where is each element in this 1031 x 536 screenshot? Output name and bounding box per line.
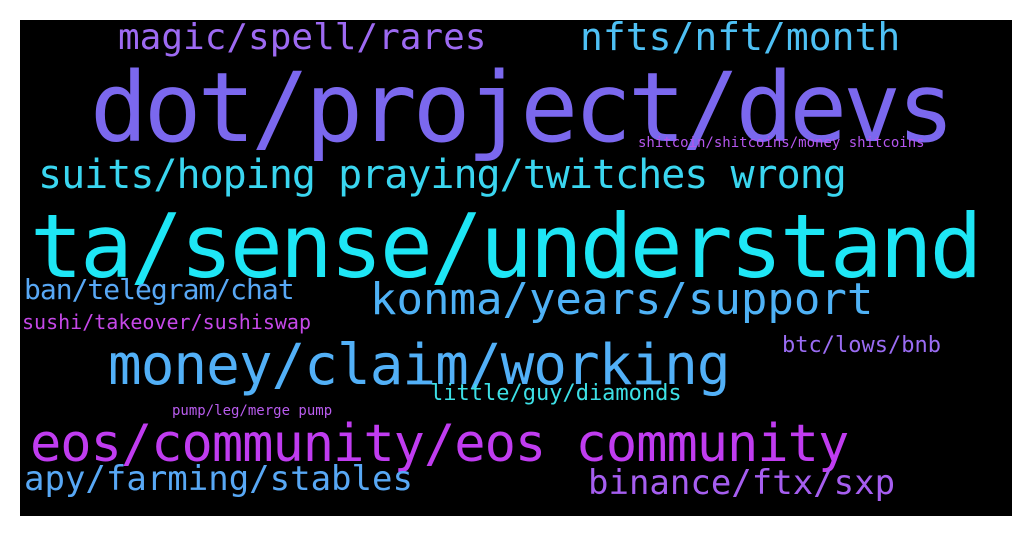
word-little-guy-diamonds: little/guy/diamonds (430, 381, 682, 406)
word-ban-telegram-chat: ban/telegram/chat (24, 273, 295, 306)
word-binance-ftx-sxp: binance/ftx/sxp (588, 463, 896, 503)
word-sushi-takeover-sushiswap: sushi/takeover/sushiswap (22, 310, 311, 334)
word-pump-leg-merge: pump/leg/merge pump (172, 403, 333, 419)
word-nfts-nft-month: nfts/nft/month (580, 20, 901, 59)
word-btc-lows-bnb: btc/lows/bnb (782, 333, 941, 358)
word-eos-community: eos/community/eos community (30, 414, 849, 474)
word-ta-sense-understand: ta/sense/understand (30, 195, 983, 298)
word-dot-project-devs: dot/project/devs (90, 52, 955, 164)
word-money-claim-working: money/claim/working (108, 333, 731, 398)
word-magic-spell-rares: magic/spell/rares (118, 20, 487, 58)
word-apy-farming-stables: apy/farming/stables (24, 459, 413, 499)
word-konma-years-support: konma/years/support (370, 274, 874, 325)
word-cloud: dot/project/devs ta/sense/understand eos… (20, 20, 1012, 516)
word-suits-hoping-praying: suits/hoping praying/twitches wrong (38, 152, 847, 198)
word-shitcoin-money: shitcoin/shitcoins/money shitcoins (638, 135, 925, 151)
